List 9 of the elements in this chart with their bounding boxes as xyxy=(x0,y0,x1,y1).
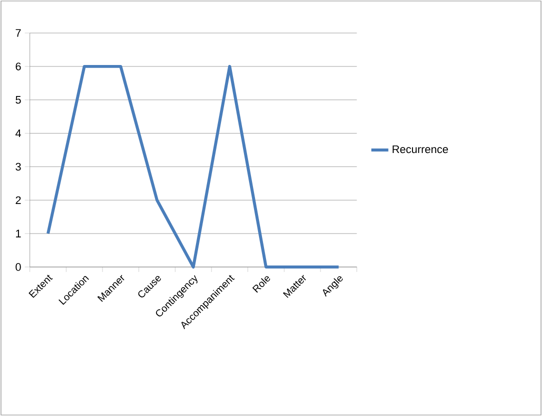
y-tick-label: 3 xyxy=(16,162,21,171)
y-tick-label: 4 xyxy=(15,130,21,138)
y-tick-label: 2 xyxy=(16,196,21,204)
y-tick-label: 7 xyxy=(16,29,21,37)
y-tick-label: 1 xyxy=(16,230,21,238)
y-tick-label: 5 xyxy=(16,96,21,104)
y-tick-label: 0 xyxy=(16,263,21,271)
y-tick-label: 6 xyxy=(16,62,21,70)
legend-label: Recurrence xyxy=(392,145,448,154)
